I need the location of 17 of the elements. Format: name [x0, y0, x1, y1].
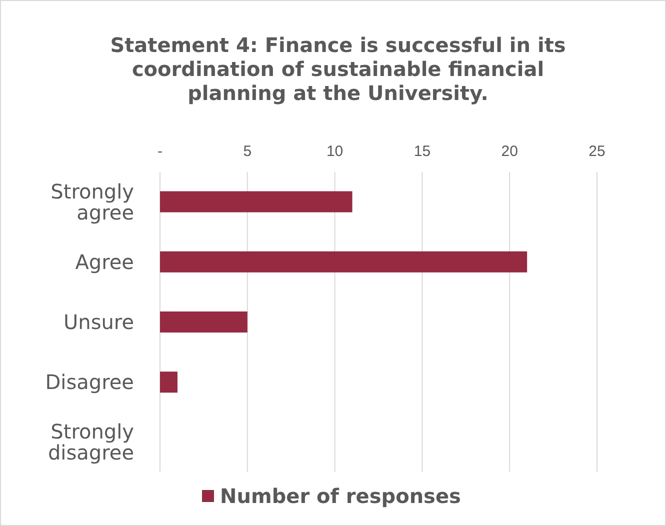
y-tick-label: Disagree	[45, 370, 134, 394]
legend-label: Number of responses	[220, 484, 461, 508]
chart-title: Statement 4: Finance is successful in its coordination of sustainable financial planning at the University.	[110, 33, 566, 105]
bar	[160, 251, 528, 272]
y-tick-label: Agree	[75, 250, 134, 274]
x-tick-label: 25	[588, 143, 606, 160]
x-tick-label: 20	[501, 143, 518, 160]
bar	[160, 191, 352, 212]
x-tick-label: 5	[243, 143, 252, 160]
bar	[160, 311, 248, 333]
y-tick-label: Strongly disagree	[48, 420, 134, 465]
x-tick-label: -	[158, 143, 162, 160]
y-tick-label: Strongly agree	[50, 179, 134, 224]
x-tick-label: 15	[414, 143, 431, 160]
bar	[160, 372, 178, 393]
x-tick-label: 10	[326, 143, 344, 160]
y-tick-label: Unsure	[64, 310, 134, 334]
